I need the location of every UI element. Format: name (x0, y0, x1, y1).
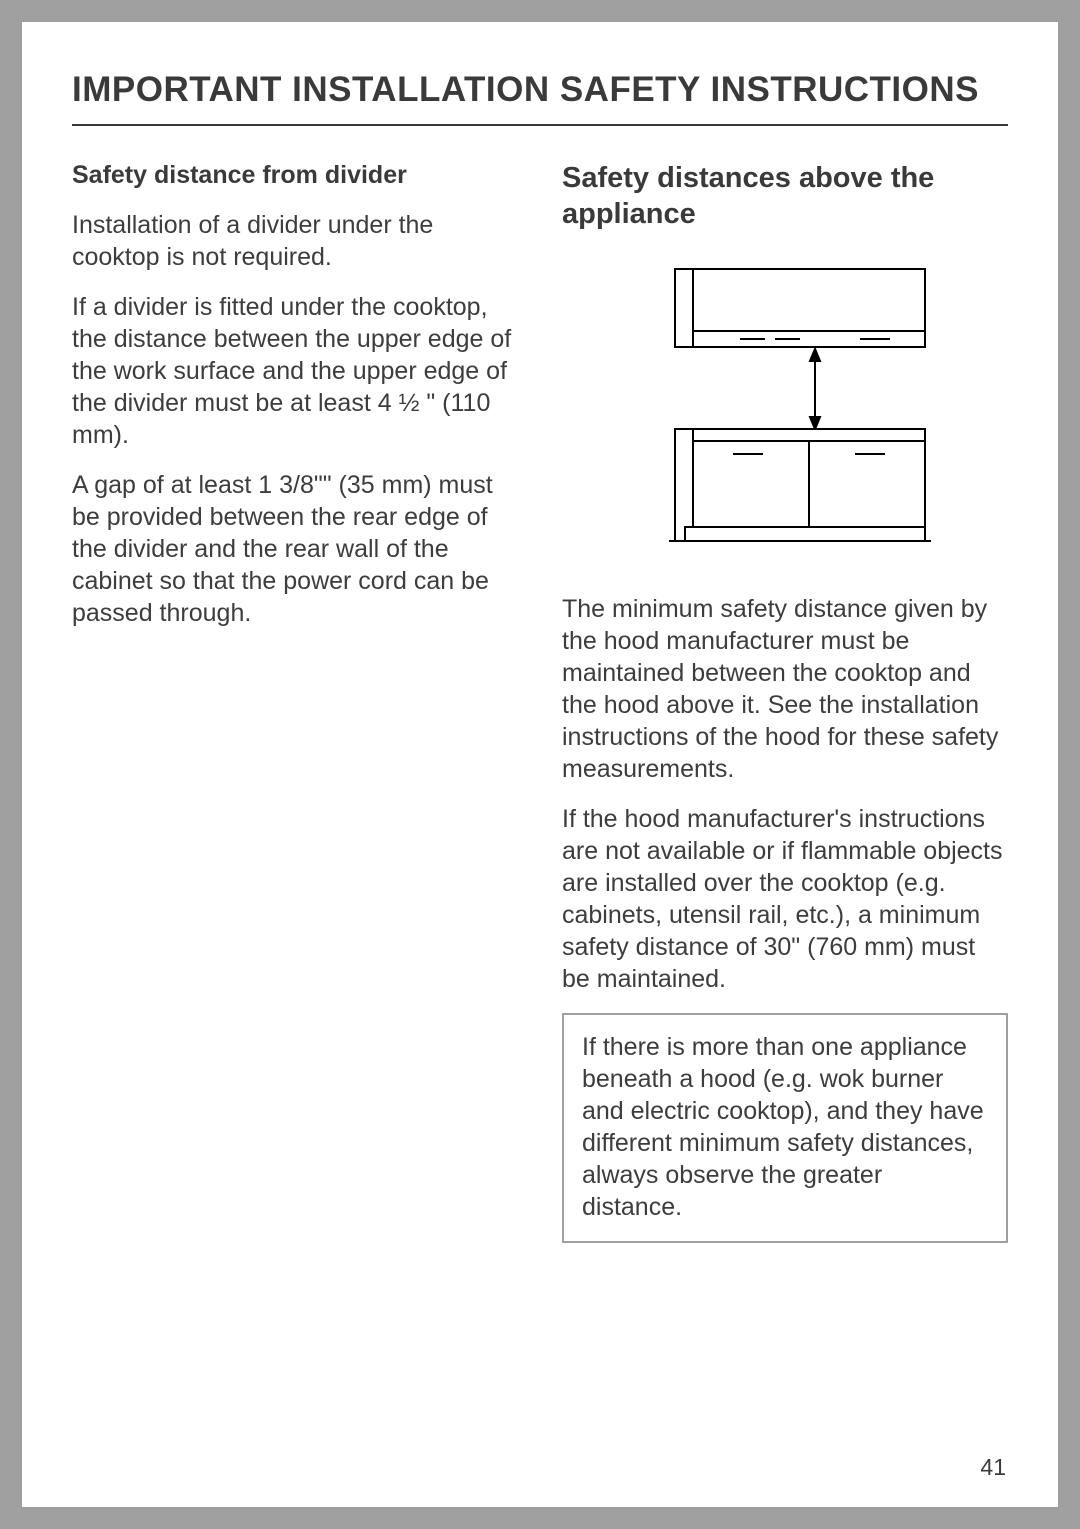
document-page: IMPORTANT INSTALLATION SAFETY INSTRUCTIO… (22, 22, 1058, 1507)
left-paragraph-3: A gap of at least 1 3/8"" (35 mm) must b… (72, 469, 518, 629)
appliance-clearance-diagram (562, 261, 1008, 551)
right-paragraph-2: If the hood manufacturer's instructions … (562, 803, 1008, 995)
page-number: 41 (980, 1454, 1006, 1481)
safety-callout-box: If there is more than one appliance bene… (562, 1013, 1008, 1243)
right-paragraph-1: The minimum safety distance given by the… (562, 593, 1008, 785)
left-subheading: Safety distance from divider (72, 160, 518, 191)
two-column-layout: Safety distance from divider Installatio… (72, 160, 1008, 1243)
right-heading: Safety distances above the appliance (562, 160, 1008, 233)
left-paragraph-1: Installation of a divider under the cook… (72, 209, 518, 273)
left-paragraph-2: If a divider is fitted under the cooktop… (72, 291, 518, 451)
page-title: IMPORTANT INSTALLATION SAFETY INSTRUCTIO… (72, 70, 1008, 126)
left-column: Safety distance from divider Installatio… (72, 160, 518, 1243)
right-column: Safety distances above the appliance (562, 160, 1008, 1243)
clearance-diagram-svg (615, 261, 955, 551)
